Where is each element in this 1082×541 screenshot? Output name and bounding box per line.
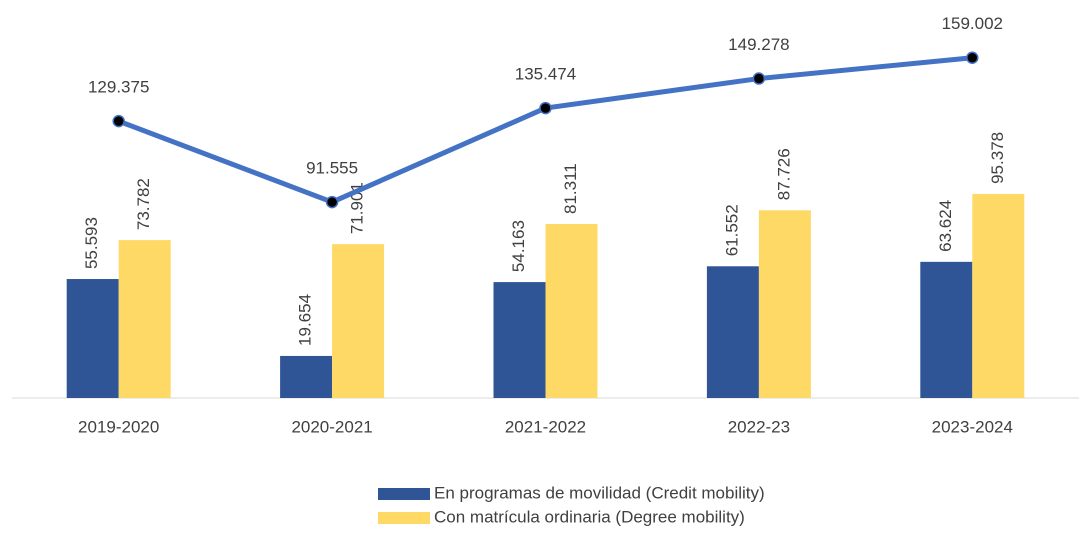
x-tick-label: 2023-2024 <box>932 417 1013 436</box>
legend-swatch <box>378 512 430 524</box>
x-tick-label: 2021-2022 <box>505 417 586 436</box>
bar <box>758 210 811 398</box>
line-marker <box>966 51 979 64</box>
bar <box>706 266 759 398</box>
x-tick-label: 2022-23 <box>728 417 790 436</box>
x-tick-label: 2020-2021 <box>291 417 372 436</box>
data-label: 129.375 <box>88 78 149 97</box>
line-marker <box>325 195 339 209</box>
bar <box>280 355 333 398</box>
bar <box>118 240 171 398</box>
legend-label: En programas de movilidad (Credit mobili… <box>434 483 765 502</box>
data-label: 95.378 <box>988 132 1007 184</box>
data-label: 87.726 <box>774 148 793 200</box>
data-label: 55.593 <box>82 217 101 269</box>
data-label: 63.624 <box>936 200 955 252</box>
line-marker <box>539 101 552 115</box>
legend-label: Con matrícula ordinaria (Degree mobility… <box>434 507 745 526</box>
data-label: 135.474 <box>515 65 576 84</box>
bar <box>493 282 546 398</box>
data-label: 19.654 <box>296 294 315 346</box>
bar <box>972 193 1025 398</box>
line-marker <box>752 72 766 85</box>
bar <box>332 244 385 398</box>
bar <box>920 261 973 398</box>
data-label: 91.555 <box>306 159 358 178</box>
line-marker <box>112 114 125 128</box>
data-label: 73.782 <box>134 178 153 230</box>
data-label: 159.002 <box>942 14 1003 33</box>
x-tick-label: 2019-2020 <box>78 417 159 436</box>
data-label: 61.552 <box>722 204 741 256</box>
bar <box>545 223 598 398</box>
legend-swatch <box>378 488 430 500</box>
bar <box>66 279 119 398</box>
data-label: 54.163 <box>509 220 528 272</box>
data-label: 149.278 <box>728 35 789 54</box>
data-label: 81.311 <box>561 163 580 214</box>
